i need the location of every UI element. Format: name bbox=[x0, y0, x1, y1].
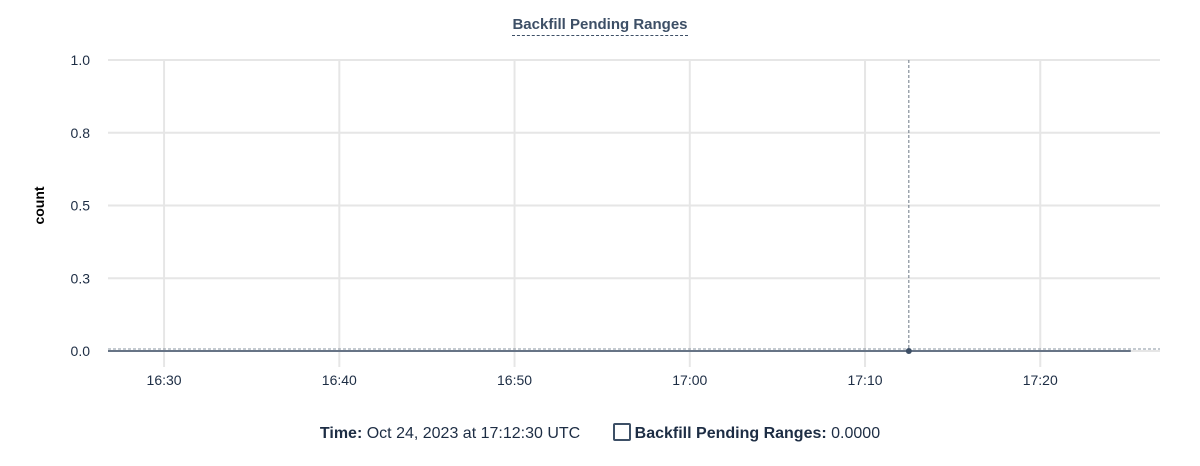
y-tick-label: 0.5 bbox=[71, 198, 91, 214]
y-tick-label: 0.0 bbox=[71, 343, 91, 359]
y-tick-label: 0.8 bbox=[71, 125, 91, 141]
time-label: Time: bbox=[319, 425, 363, 442]
x-tick-label: 16:40 bbox=[322, 372, 357, 388]
time-value: Oct 24, 2023 at 17:12:30 UTC bbox=[366, 425, 581, 442]
legend: Time: Oct 24, 2023 at 17:12:30 UTC Backf… bbox=[0, 423, 1200, 443]
x-tick-label: 16:30 bbox=[147, 372, 182, 388]
x-tick-label: 17:00 bbox=[672, 372, 707, 388]
x-tick-label: 16:50 bbox=[497, 372, 532, 388]
series-value: 0.0000 bbox=[831, 425, 881, 442]
x-tick-label: 17:20 bbox=[1023, 372, 1058, 388]
y-tick-label: 1.0 bbox=[71, 52, 91, 68]
chart-title[interactable]: Backfill Pending Ranges bbox=[512, 16, 688, 36]
y-axis-label: count bbox=[31, 186, 47, 224]
x-tick-label: 17:10 bbox=[847, 372, 882, 388]
hover-point bbox=[905, 348, 912, 354]
series-label: Backfill Pending Ranges: bbox=[634, 425, 827, 442]
y-tick-label: 0.3 bbox=[71, 270, 91, 286]
chart-title-wrap: Backfill Pending Ranges bbox=[0, 16, 1200, 36]
series-checkbox[interactable] bbox=[612, 423, 631, 441]
